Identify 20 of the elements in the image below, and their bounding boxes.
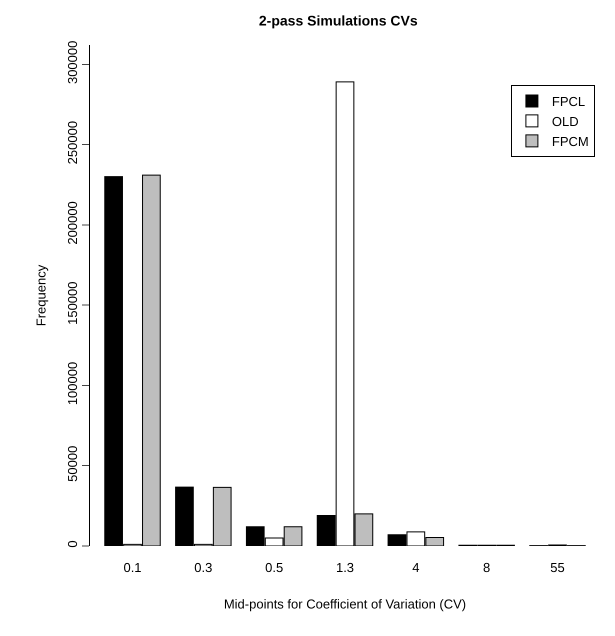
y-tick-label: 250000: [64, 120, 80, 164]
x-axis-title: Mid-points for Coefficient of Variation (CV): [224, 596, 466, 612]
y-tick-label: 100000: [64, 362, 80, 406]
legend-label: FPCM: [552, 134, 589, 149]
chart-title: 2-pass Simulations CVs: [258, 12, 418, 29]
x-tick-label: 55: [550, 560, 565, 575]
x-tick-label: 0.3: [194, 560, 212, 575]
y-tick-label: 50000: [64, 446, 80, 482]
x-tick-label: 1.3: [336, 560, 354, 575]
x-tick-label: 0.1: [123, 560, 142, 575]
legend-label: FPCL: [552, 94, 586, 110]
legend-label: OLD: [552, 114, 579, 129]
y-tick-label: 300000: [64, 40, 80, 84]
y-tick-label: 0: [64, 540, 80, 548]
y-axis-title: Frequency: [34, 264, 49, 326]
y-tick-label: 200000: [64, 201, 80, 245]
x-tick-label: 0.5: [265, 560, 284, 575]
x-tick-label: 8: [483, 560, 490, 575]
x-tick-label: 4: [412, 560, 420, 575]
y-tick-label: 150000: [64, 281, 80, 325]
